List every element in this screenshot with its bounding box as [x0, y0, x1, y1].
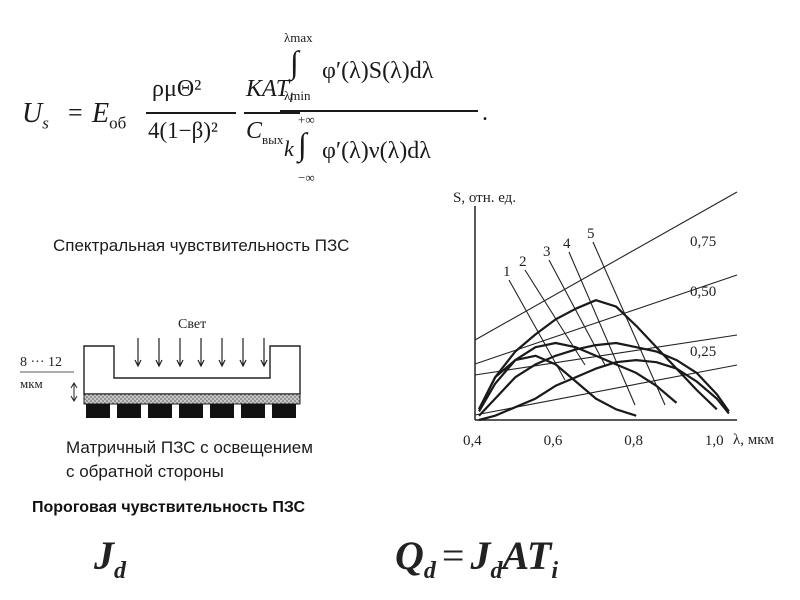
frac2-numerator: KATi — [246, 76, 294, 106]
denominator-integrand: φ′(λ)ν(λ)dλ — [322, 138, 431, 164]
caption-matrix-line1: Матричный ПЗС с освещением — [66, 438, 313, 457]
light-arrow — [197, 338, 205, 368]
backside-illuminated-ccd-diagram: Свет 8 ··· 12 мкм — [20, 317, 301, 418]
quantum-efficiency-labels: 0,75 0,50 0,25 — [690, 234, 716, 360]
formula-period: . — [482, 100, 488, 126]
main-fraction-bar — [280, 110, 478, 112]
signal-voltage-formula: Us = Eоб ρμΘ² 4(1−β)² KATi Cвых λmax ∫ λ… — [22, 30, 502, 190]
series-line-4 — [478, 341, 730, 417]
thickness-unit: мкм — [20, 376, 43, 391]
series-line-3 — [478, 299, 718, 411]
int-upper-limit-2: +∞ — [298, 112, 315, 127]
light-arrow — [218, 338, 226, 368]
int-upper-limit: λmax — [284, 30, 313, 45]
formula-lhs: Us — [22, 98, 49, 133]
light-arrow — [155, 338, 163, 368]
chart-x-label: λ, мкм — [733, 432, 775, 448]
caption-spectral-sensitivity: Спектральная чувствительность ПЗС — [53, 236, 350, 255]
spectral-sensitivity-chart: S, отн. ед. 0,75 0,50 0,25 123 45 0,4 0,6 0,8… — [453, 190, 775, 449]
curve-number-label: 3 — [543, 244, 551, 260]
formula-jd: Jd — [94, 533, 126, 584]
thinned-substrate — [83, 345, 301, 395]
x-tick-label: 0,8 — [624, 433, 643, 449]
curve-leader-line — [568, 251, 636, 406]
light-arrow — [239, 338, 247, 368]
thickness-value: 8 ··· 12 — [20, 355, 62, 370]
x-tick-label: 1,0 — [705, 433, 724, 449]
caption-threshold-sensitivity: Пороговая чувствительность ПЗС — [32, 499, 306, 516]
epitaxial-layer — [83, 393, 301, 405]
formula-equals: = — [68, 98, 83, 127]
pixel-electrode — [241, 404, 265, 418]
curve-leader-line — [548, 259, 606, 366]
light-arrow — [260, 338, 268, 368]
qe-reference-line — [474, 334, 738, 376]
pixel-electrode — [86, 404, 110, 418]
quantum-efficiency-lines — [474, 191, 738, 416]
chart-series — [478, 299, 730, 422]
curve-number-label: 5 — [587, 226, 595, 242]
qe-label: 0,75 — [690, 234, 716, 250]
pixel-electrode — [117, 404, 141, 418]
curve-number-label: 2 — [519, 254, 527, 270]
denominator-k: k — [284, 136, 294, 161]
x-tick-label: 0,4 — [463, 433, 482, 449]
frac1-bar — [146, 112, 236, 114]
pixel-electrodes — [86, 404, 296, 418]
integral-sign-num: ∫ — [290, 44, 299, 80]
series-line-5 — [478, 359, 730, 422]
int-lower-limit-2: −∞ — [298, 170, 315, 185]
int-lower-limit: λmin — [284, 88, 311, 103]
curve-labels: 123 45 — [503, 226, 595, 280]
curve-number-label: 4 — [563, 236, 571, 252]
light-label: Свет — [178, 317, 206, 332]
qe-label: 0,50 — [690, 284, 716, 300]
pixel-electrode — [272, 404, 296, 418]
light-arrow — [176, 338, 184, 368]
thickness-arrowheads — [70, 382, 78, 402]
frac2-denominator: Cвых — [246, 118, 284, 147]
pixel-electrode — [210, 404, 234, 418]
pixel-electrode — [179, 404, 203, 418]
formula-E: Eоб — [92, 98, 127, 133]
numerator-integrand: φ′(λ)S(λ)dλ — [322, 58, 434, 84]
frac1-denominator: 4(1−β)² — [148, 118, 218, 143]
series-line-2 — [478, 341, 678, 412]
frac2-bar — [244, 112, 300, 114]
curve-leader-line — [592, 241, 666, 406]
x-tick-labels: 0,4 0,6 0,8 1,0 — [463, 433, 724, 449]
frac1-numerator: ρμΘ² — [152, 76, 202, 102]
qe-reference-line — [474, 191, 738, 341]
light-arrows — [134, 338, 268, 368]
series-line-1 — [478, 354, 637, 417]
x-tick-label: 0,6 — [544, 433, 563, 449]
formula-qd: Qd = JdATi — [395, 533, 559, 584]
light-arrow — [134, 338, 142, 368]
pixel-electrode — [148, 404, 172, 418]
qe-label: 0,25 — [690, 344, 716, 360]
caption-matrix-line2: с обратной стороны — [66, 462, 224, 481]
chart-y-label: S, отн. ед. — [453, 190, 516, 206]
curve-number-label: 1 — [503, 264, 511, 280]
integral-sign-den: ∫ — [298, 126, 307, 162]
curve-leader-line — [524, 269, 586, 366]
